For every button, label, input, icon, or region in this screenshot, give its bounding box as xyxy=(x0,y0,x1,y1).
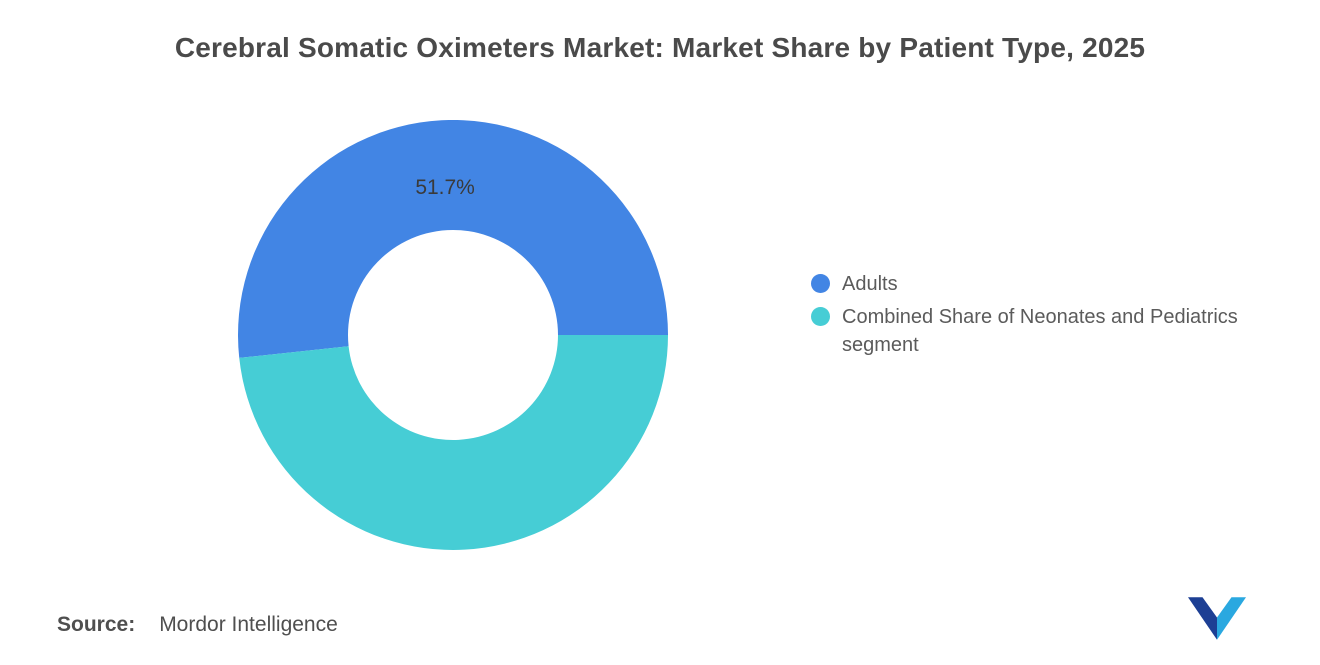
donut-slice[interactable] xyxy=(239,335,669,550)
slice-data-label: 51.7% xyxy=(415,176,475,199)
chart-title: Cerebral Somatic Oximeters Market: Marke… xyxy=(174,32,1146,63)
legend-item-label: Adults xyxy=(842,273,898,295)
donut-chart-container: 51.7% xyxy=(237,119,669,550)
donut-chart: 51.7% xyxy=(237,119,669,550)
mordor-intelligence-logo xyxy=(1188,597,1246,640)
source-label: Source: xyxy=(57,613,136,636)
legend-dot-adults xyxy=(811,274,830,293)
legend-item-label: Combined Share of Neonates and Pediatric… xyxy=(842,306,1238,356)
logo-left-wedge xyxy=(1188,597,1217,640)
legend-item-adults[interactable]: Adults xyxy=(811,270,1301,298)
legend: Adults Combined Share of Neonates and Pe… xyxy=(811,270,1301,364)
source-value: Mordor Intelligence xyxy=(159,613,338,636)
legend-dot-neonates-pediatrics xyxy=(811,307,830,326)
logo-right-wedge xyxy=(1217,597,1246,640)
legend-item-neonates-pediatrics[interactable]: Combined Share of Neonates and Pediatric… xyxy=(811,303,1301,359)
source-row: Source: Mordor Intelligence xyxy=(57,613,338,637)
donut-slice[interactable] xyxy=(237,119,668,358)
